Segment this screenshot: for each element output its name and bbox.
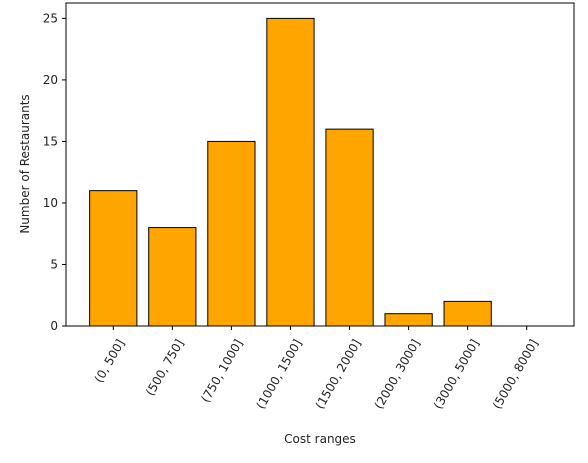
bars xyxy=(89,17,492,327)
bar-0 xyxy=(89,190,138,327)
bar-5 xyxy=(384,313,433,327)
x-tick-label-0: (0, 500] xyxy=(92,337,128,385)
bar-3 xyxy=(266,17,315,327)
y-tick-label-1: 5 xyxy=(50,257,58,271)
y-tick-label-2: 10 xyxy=(43,196,58,210)
y-tick-label-4: 20 xyxy=(43,73,58,87)
x-axis-label: Cost ranges xyxy=(284,432,356,446)
bar-4 xyxy=(325,128,374,327)
y-axis: 0 5 10 15 20 25 xyxy=(43,11,66,333)
x-axis: (0, 500] (500, 750] (750, 1000] (1000, 1500… xyxy=(92,326,541,412)
bar-1 xyxy=(148,227,197,327)
y-axis-label: Number of Restaurants xyxy=(18,94,32,233)
plot-frame xyxy=(65,2,575,327)
x-tick-label-4: (1500, 2000] xyxy=(313,337,364,412)
y-tick-label-3: 15 xyxy=(43,134,58,148)
y-tick-label-0: 0 xyxy=(50,319,58,333)
x-tick-label-2: (750, 1000] xyxy=(198,337,245,405)
x-tick-label-6: (3000, 5000] xyxy=(431,337,482,412)
x-tick-label-7: (5000, 8000] xyxy=(490,337,541,412)
x-tick-label-3: (1000, 1500] xyxy=(254,337,305,412)
x-tick-label-1: (500, 750] xyxy=(143,337,187,398)
y-tick-label-5: 25 xyxy=(43,11,58,25)
x-tick-label-5: (2000, 3000] xyxy=(372,337,423,412)
bar-2 xyxy=(207,140,256,327)
bar-6 xyxy=(443,300,492,327)
